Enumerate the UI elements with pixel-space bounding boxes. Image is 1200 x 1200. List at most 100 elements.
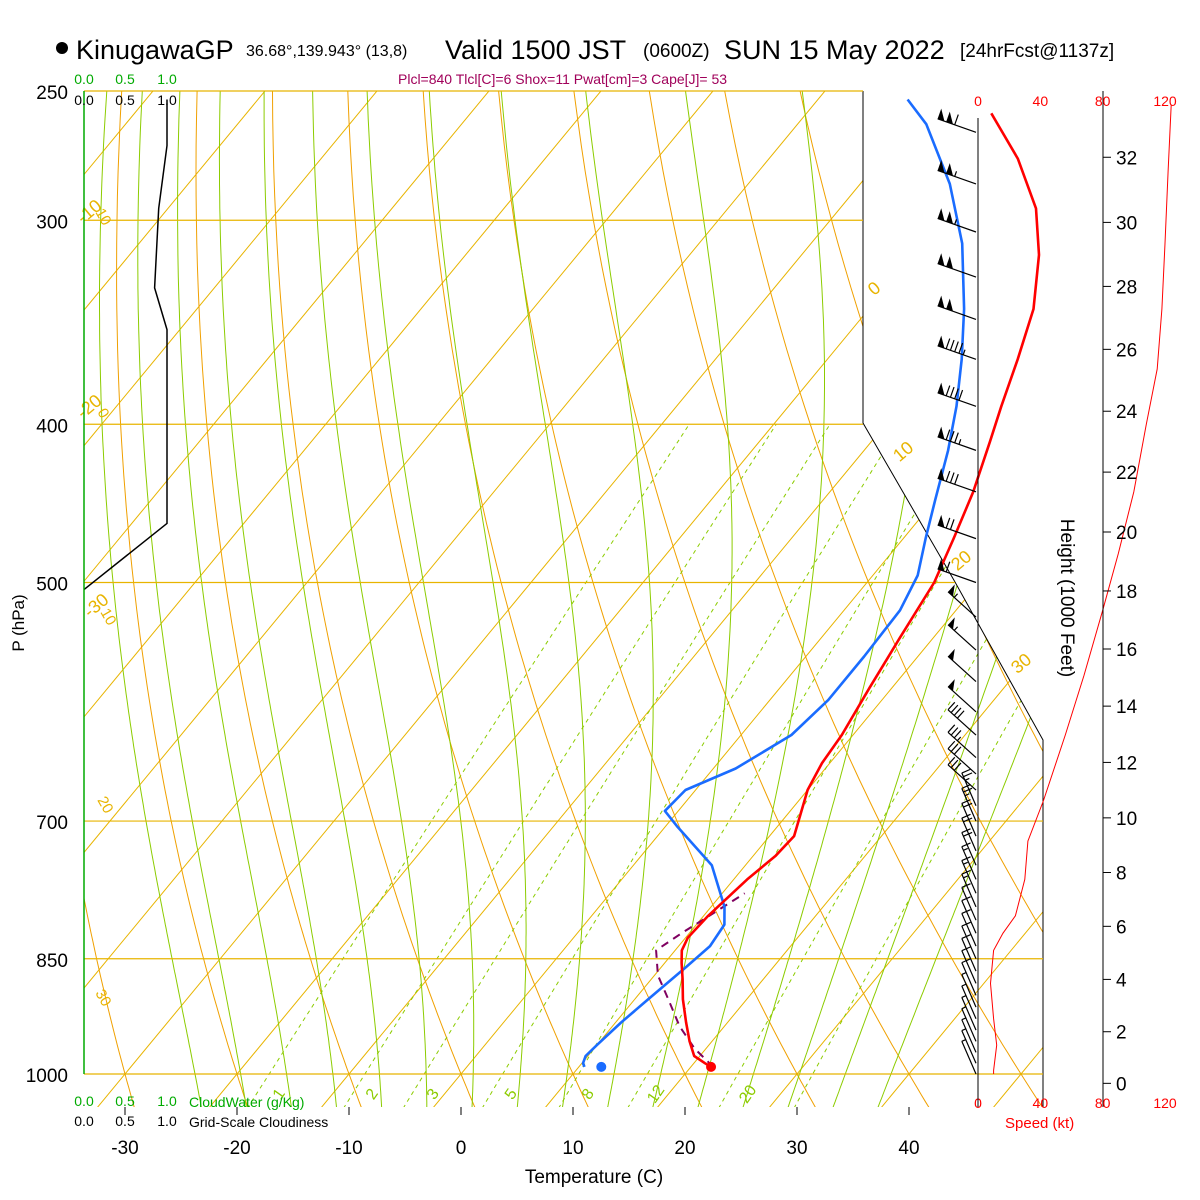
height-tick-label: 8 [1116,863,1127,884]
wind-barb [937,426,977,451]
cloud-water-tick-top: 0.0 [74,71,94,87]
isotherm-label: 20 [94,794,117,817]
height-tick-label: 14 [1116,697,1138,718]
mixing-ratio-line [477,424,902,1107]
moist-adiabat-line [427,91,527,1107]
dry-adiabat-line [644,91,1043,1107]
isotherm-label: 30 [1007,649,1035,677]
mixing-ratio-label: 2 [363,1086,382,1103]
pressure-tick-label: 1000 [26,1066,68,1087]
speed-axis-title: Speed (kt) [1005,1115,1074,1132]
speed-tick-label-top: 40 [1033,93,1049,109]
dry-adiabat-line [719,91,1043,1107]
cloudiness-tick-top: 0.5 [115,92,135,108]
valid-time: Valid 1500 JST [445,35,626,65]
x-tick-label: -30 [111,1138,138,1159]
height-tick-label: 28 [1116,277,1137,298]
wind-barb [961,971,977,1008]
dry-adiabat-line [272,91,479,1107]
wind-barb [961,768,977,806]
isotherm-label: 0 [864,278,885,300]
cloudiness-title: Grid-Scale Cloudiness [189,1114,328,1130]
speed-tick-label-bottom: 80 [1095,1095,1111,1111]
wind-barb [937,382,977,407]
wind-barb [961,784,977,822]
moist-adiabat-line [695,91,825,1107]
mixing-ratio-line [398,424,831,1107]
x-tick-label: 40 [898,1138,919,1159]
surface-temperature-marker [706,1061,717,1072]
cloudiness-tick-top: 0.0 [74,92,94,108]
wind-barb [961,983,977,1019]
valid-date: SUN 15 May 2022 [724,35,945,65]
height-tick-label: 2 [1116,1023,1127,1044]
wind-barbs [937,108,977,1075]
height-tick-label: 24 [1116,402,1138,423]
wind-barb [947,724,977,758]
dry-adiabat-line [84,91,138,1107]
dry-adiabat-line [0,62,23,1115]
valid-zulu: (0600Z) [643,41,710,62]
moist-adiabat-line [311,91,428,1107]
mixing-ratio-label: 8 [579,1086,598,1103]
cloud-water-tick-bottom: 1.0 [157,1093,177,1109]
pressure-tick-label: 500 [36,575,68,596]
isotherm-line [84,91,402,1107]
height-tick-label: 16 [1116,640,1137,661]
wind-barb [937,108,977,133]
height-tick-label: 32 [1116,148,1137,169]
isotherm-line [84,91,626,1107]
wind-barb [961,1038,977,1075]
speed-tick-label-bottom: 40 [1033,1095,1049,1111]
height-tick-label: 18 [1116,582,1137,603]
cloudiness-tick-top: 1.0 [157,92,177,108]
mixing-ratio-line [553,424,970,1107]
x-tick-label: -10 [335,1138,362,1159]
wind-barb [961,799,977,837]
speed-tick-label-bottom: 120 [1153,1095,1177,1111]
temperature-line [680,112,1041,1069]
wind-barb [937,253,977,278]
dry-adiabat-line [868,91,1043,1107]
moist-adiabat-line [582,91,654,1107]
isotherm-line [544,91,1043,1107]
mixing-ratio-line [789,424,1043,1107]
wind-barb [947,740,977,775]
mixing-ratio-line [242,424,690,1107]
x-tick-label: 30 [786,1138,807,1159]
isotherm-line [84,91,850,1107]
wind-barb [937,468,977,493]
pressure-tick-label: 400 [36,416,68,437]
moist-adiabat-line [99,91,204,1107]
dry-adiabat-line [346,91,593,1107]
height-tick-label: 10 [1116,809,1137,830]
mixing-ratio-line [623,424,1032,1107]
dry-adiabat-line [495,91,821,1107]
mixing-ratio-line [714,424,1043,1107]
isotherm-line [992,91,1043,1107]
isotherm-label: 10 [97,606,120,629]
cloud-water-title: CloudWater (g/Kg) [189,1094,304,1110]
stability-indices: Plcl=840 Tlcl[C]=6 Shox=11 Pwat[cm]=3 Ca… [398,71,727,87]
speed-tick-label-top: 120 [1153,93,1177,109]
cloud-water-tick-bottom: 0.0 [74,1093,94,1109]
moist-adiabat-line [177,91,293,1107]
wind-barb [961,842,977,880]
mixing-ratio-labels: 1 2 3 5 8 12 20 [270,1082,761,1106]
wind-barb [961,856,977,894]
isotherm-line [768,91,1043,1107]
cloud-water-tick-bottom: 0.5 [115,1093,135,1109]
speed-tick-label-top: 0 [974,93,982,109]
wind-barb [937,558,977,584]
wind-barb [937,295,977,320]
x-tick-label: -20 [223,1138,250,1159]
mixing-ratio-line [338,424,777,1107]
height-tick-label: 26 [1116,340,1137,361]
wind-barb [947,648,977,683]
wind-barb [937,160,977,185]
wind-barb [947,679,977,713]
x-tick-label: 20 [674,1138,695,1159]
surface-dewpoint-marker [596,1061,607,1072]
wind-barb [937,335,977,360]
moist-adiabat-line [498,91,586,1107]
